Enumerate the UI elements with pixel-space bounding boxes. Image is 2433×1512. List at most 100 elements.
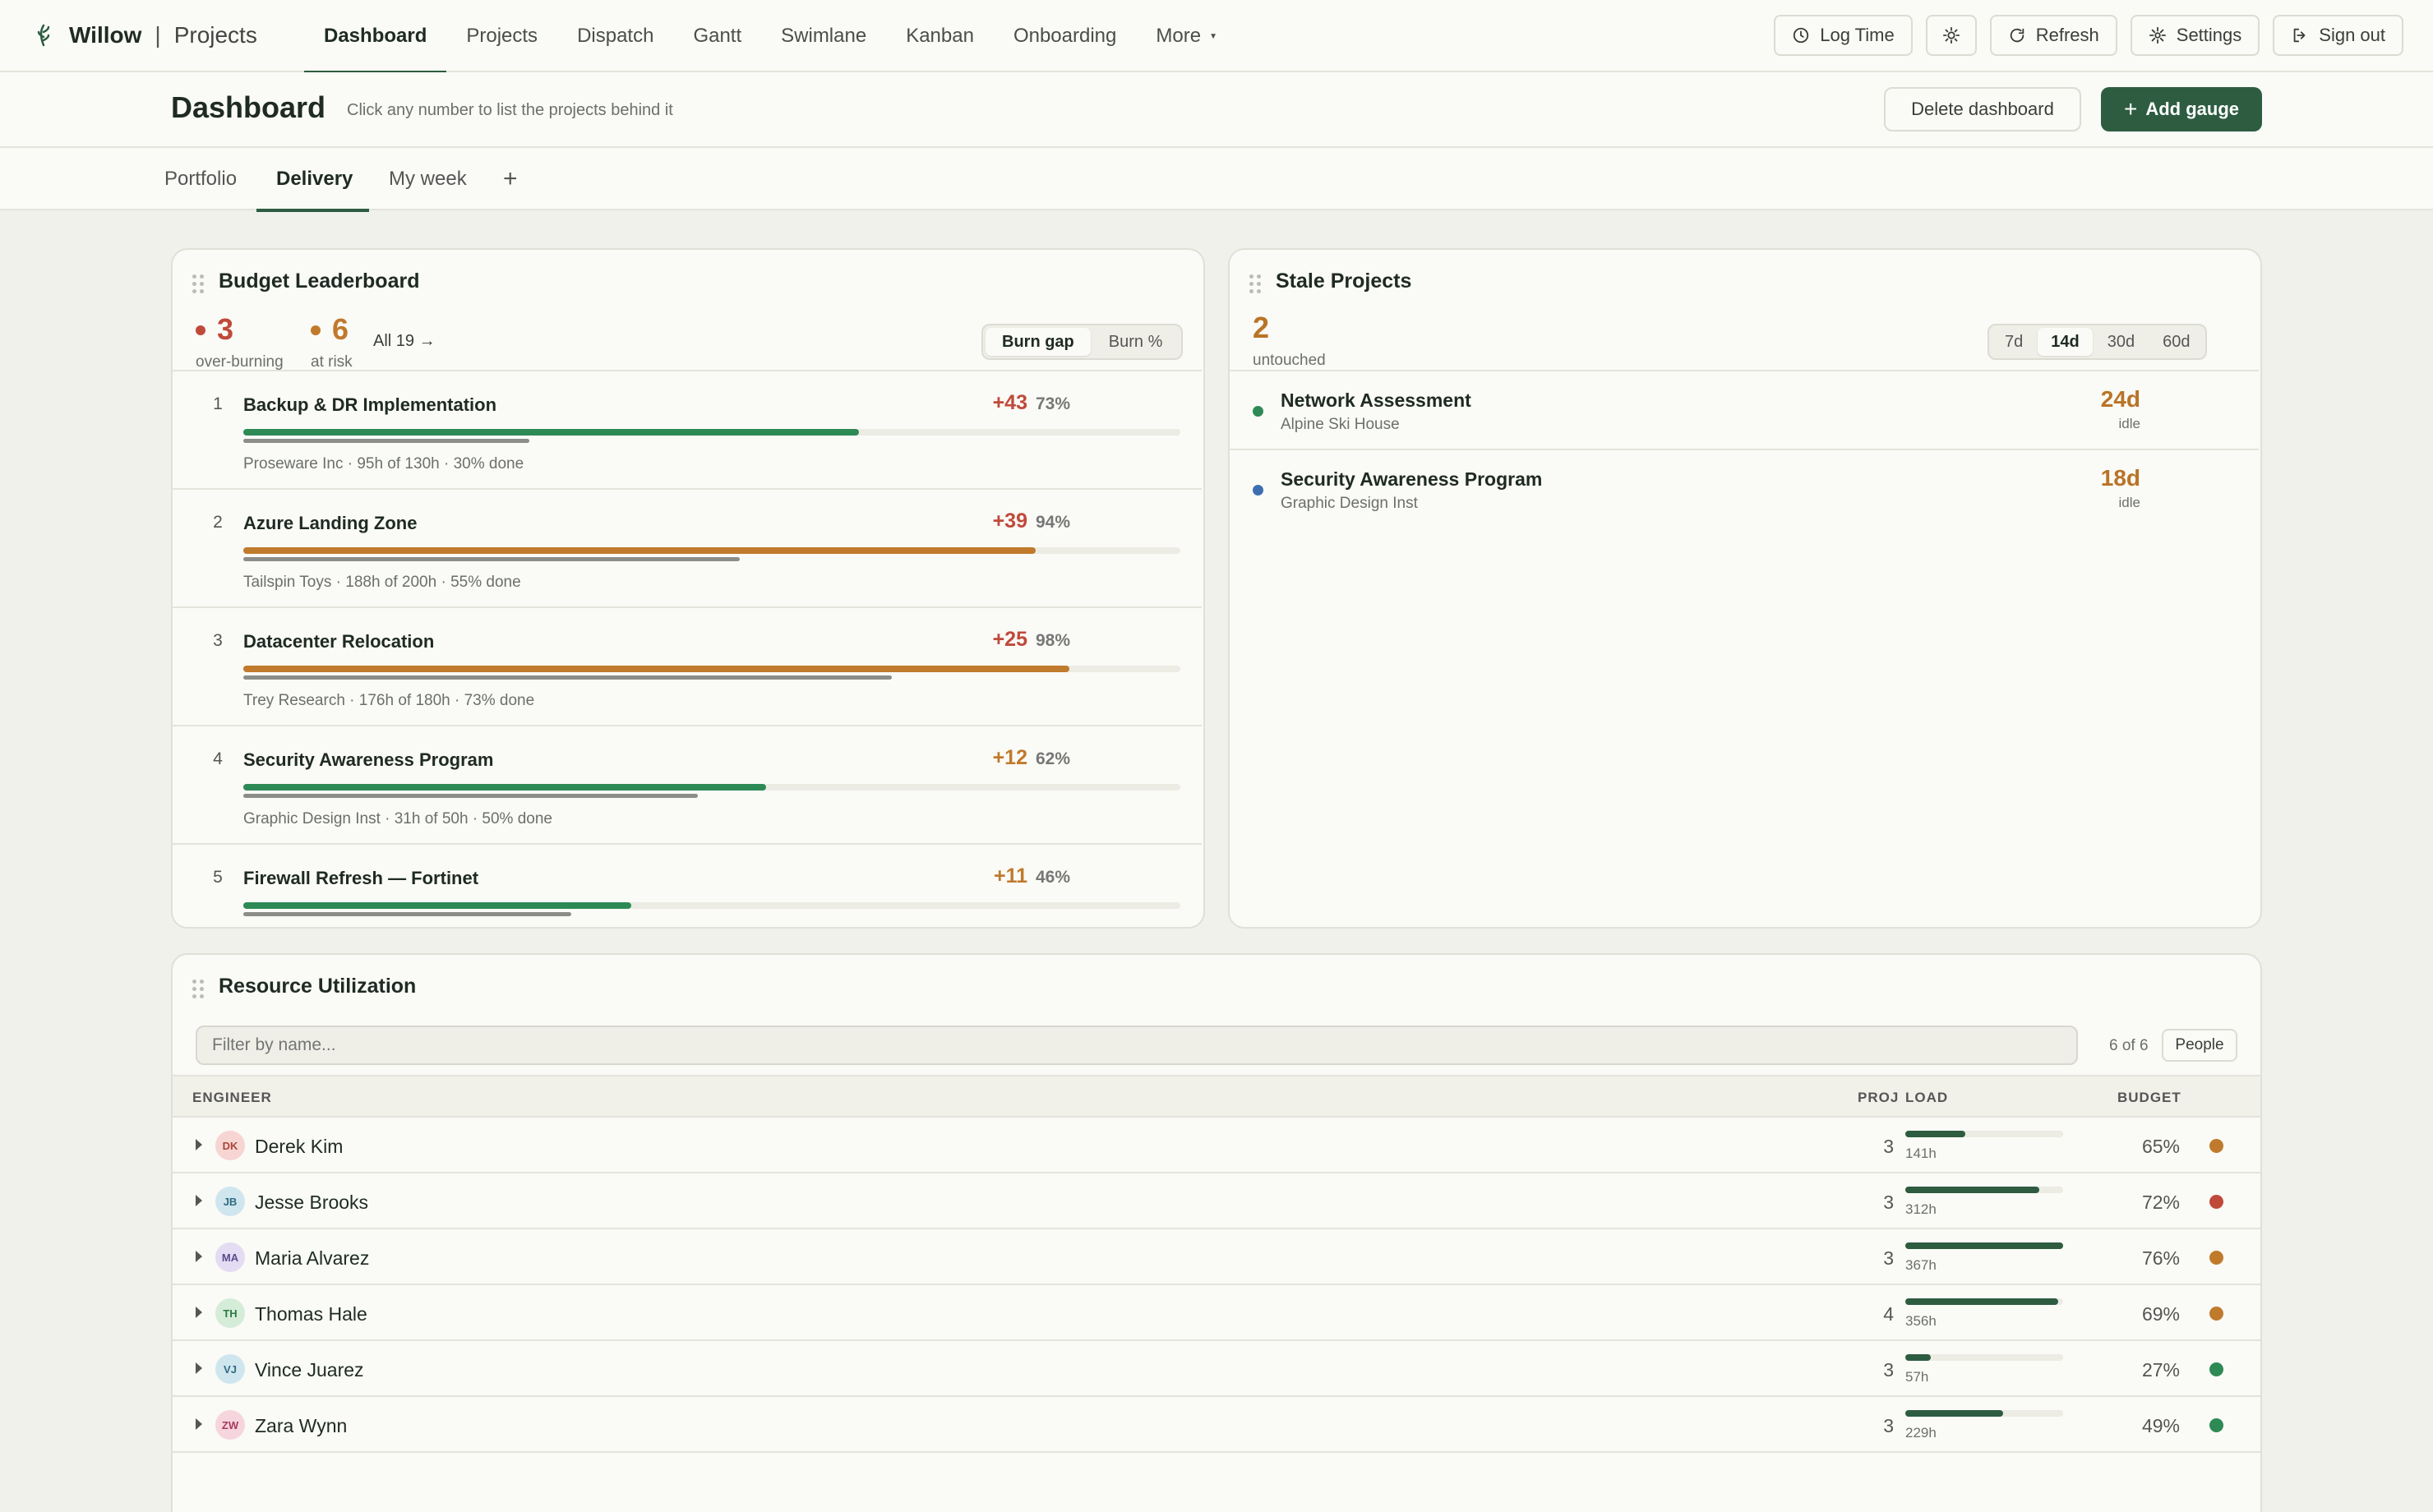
drag-handle-icon[interactable]: [192, 274, 204, 293]
theme-toggle-button[interactable]: [1925, 15, 1977, 56]
brand[interactable]: Willow | Projects: [30, 0, 257, 71]
project-name: Azure Landing Zone: [243, 513, 418, 533]
idle-label: idle: [2118, 495, 2140, 510]
sign-out-button[interactable]: Sign out: [2273, 15, 2403, 56]
stale-count[interactable]: 2: [1253, 311, 1270, 344]
expand-caret-icon[interactable]: [196, 1362, 202, 1374]
burn-bar-fill: [243, 784, 766, 791]
project-name: Firewall Refresh — Fortinet: [243, 868, 479, 888]
budget-status-dot: [2209, 1307, 2223, 1321]
budget-percent: 49%: [2141, 1415, 2180, 1436]
load-bar-fill: [1905, 1354, 1931, 1361]
delete-dashboard-button[interactable]: Delete dashboard: [1884, 87, 2081, 131]
settings-button[interactable]: Settings: [2130, 15, 2260, 56]
nav-tab-more[interactable]: More ▼: [1136, 0, 1237, 72]
budget-percent: 69%: [2141, 1303, 2180, 1325]
range-30d[interactable]: 30d: [2107, 332, 2135, 351]
drag-handle-icon[interactable]: [192, 980, 204, 998]
leaderboard-row[interactable]: 1 Backup & DR Implementation +43 73% Prosewa…: [173, 370, 1202, 488]
expand-caret-icon[interactable]: [196, 1139, 202, 1150]
burn-percent-option[interactable]: Burn %: [1108, 332, 1163, 351]
log-time-button[interactable]: Log Time: [1774, 15, 1913, 56]
expand-caret-icon[interactable]: [196, 1418, 202, 1430]
rank: 5: [213, 868, 223, 887]
table-row[interactable]: TH Thomas Hale 4 356h 69%: [173, 1285, 2260, 1341]
burn-bar-fill: [243, 666, 1069, 672]
leaderboard-row[interactable]: 5 Firewall Refresh — Fortinet +11 46%: [173, 843, 1202, 927]
avatar: VJ: [215, 1354, 245, 1384]
burn-bar-track: [243, 902, 1180, 909]
table-row[interactable]: VJ Vince Juarez 3 57h 27%: [173, 1341, 2260, 1397]
table-row[interactable]: ZW Zara Wynn 3 229h 49%: [173, 1397, 2260, 1453]
stale-projects-card: Stale Projects 2 untouched 7d 14d 30d 60…: [1228, 248, 2262, 929]
leaderboard-row[interactable]: 4 Security Awareness Program +12 62% Graphic…: [173, 725, 1202, 843]
nav-tab-projects[interactable]: Projects: [466, 25, 538, 47]
project-meta: Graphic Design Inst · 31h of 50h · 50% d…: [243, 810, 553, 827]
done-bar-fill: [243, 557, 740, 561]
add-tab-button[interactable]: +: [503, 165, 518, 192]
status-dot: [1253, 485, 1263, 496]
leaderboard-row[interactable]: 3 Datacenter Relocation +25 98% Trey Researc…: [173, 606, 1202, 725]
nav-tab-dashboard[interactable]: Dashboard: [304, 0, 447, 74]
project-name: Security Awareness Program: [1281, 468, 1543, 490]
plus-icon: +: [2123, 96, 2138, 122]
people-button[interactable]: People: [2162, 1029, 2237, 1062]
stale-project-row[interactable]: Security Awareness Program Graphic Design…: [1230, 449, 2259, 528]
project-count: 3: [1883, 1192, 1894, 1213]
main-nav-tabs: Dashboard Projects Dispatch Gantt Swimla…: [304, 0, 1237, 74]
sun-icon: [1942, 26, 1960, 44]
filter-by-name-input[interactable]: [196, 1026, 2078, 1065]
project-name: Security Awareness Program: [243, 749, 494, 770]
range-60d[interactable]: 60d: [2163, 332, 2191, 351]
nav-tab-onboarding[interactable]: Onboarding: [1013, 25, 1117, 47]
client-name: Alpine Ski House: [1281, 416, 1400, 433]
nav-tab-swimlane[interactable]: Swimlane: [781, 25, 867, 47]
status-dot: [311, 325, 321, 335]
project-count: 3: [1883, 1136, 1894, 1157]
refresh-icon: [2010, 28, 2024, 43]
burn-gap: +11: [993, 864, 1027, 887]
avatar: TH: [215, 1298, 245, 1328]
client-name: Graphic Design Inst: [1281, 495, 1418, 512]
budget-status-dot: [2209, 1418, 2223, 1432]
load-hours: 141h: [1905, 1146, 1937, 1161]
table-row[interactable]: MA Maria Alvarez 3 367h 76%: [173, 1229, 2260, 1285]
load-hours: 356h: [1905, 1313, 1937, 1329]
avatar: ZW: [215, 1410, 245, 1440]
add-gauge-button[interactable]: + Add gauge: [2101, 87, 2262, 131]
refresh-button[interactable]: Refresh: [1989, 15, 2117, 56]
nav-tab-kanban[interactable]: Kanban: [906, 25, 974, 47]
nav-tab-gantt[interactable]: Gantt: [693, 25, 742, 47]
drag-handle-icon[interactable]: [1249, 274, 1261, 293]
expand-caret-icon[interactable]: [196, 1307, 202, 1318]
leaderboard-row[interactable]: 2 Azure Landing Zone +39 94% Tailspin Toys ·…: [173, 488, 1202, 606]
burn-gap-option[interactable]: Burn gap: [986, 328, 1091, 356]
column-budget[interactable]: BUDGET: [2117, 1090, 2181, 1105]
tab-delivery[interactable]: Delivery: [256, 148, 370, 212]
burn-bar-fill: [243, 547, 1036, 554]
tab-portfolio[interactable]: Portfolio: [164, 168, 238, 190]
table-row[interactable]: DK Derek Kim 3 141h 65%: [173, 1118, 2260, 1173]
stale-project-row[interactable]: Network Assessment Alpine Ski House 24d idl…: [1230, 370, 2259, 449]
nav-tab-dispatch[interactable]: Dispatch: [577, 25, 654, 47]
tab-my-week[interactable]: My week: [389, 168, 467, 190]
resource-utilization-card: Resource Utilization 6 of 6 People ENGIN…: [171, 953, 2262, 1512]
nav-tab-more-label: More: [1156, 25, 1202, 47]
budget-status-dot: [2209, 1139, 2223, 1153]
brand-app-name: Projects: [173, 22, 257, 48]
expand-caret-icon[interactable]: [196, 1251, 202, 1262]
project-meta: Proseware Inc · 95h of 130h · 30% done: [243, 455, 524, 472]
all-projects-link[interactable]: All 19 →: [373, 332, 436, 350]
column-engineer[interactable]: ENGINEER: [192, 1090, 272, 1105]
load-hours: 229h: [1905, 1425, 1937, 1441]
range-7d[interactable]: 7d: [2005, 332, 2024, 351]
column-proj[interactable]: PROJ: [1858, 1090, 1900, 1105]
avatar: MA: [215, 1242, 245, 1272]
page-subtitle: Click any number to list the projects be…: [347, 101, 673, 119]
column-load[interactable]: LOAD: [1905, 1090, 1949, 1105]
range-14d[interactable]: 14d: [2038, 328, 2093, 356]
table-row[interactable]: JB Jesse Brooks 3 312h 72%: [173, 1173, 2260, 1229]
expand-caret-icon[interactable]: [196, 1195, 202, 1206]
project-meta: Trey Research · 176h of 180h · 73% done: [243, 692, 535, 709]
burn-percent: 94%: [1036, 513, 1071, 532]
